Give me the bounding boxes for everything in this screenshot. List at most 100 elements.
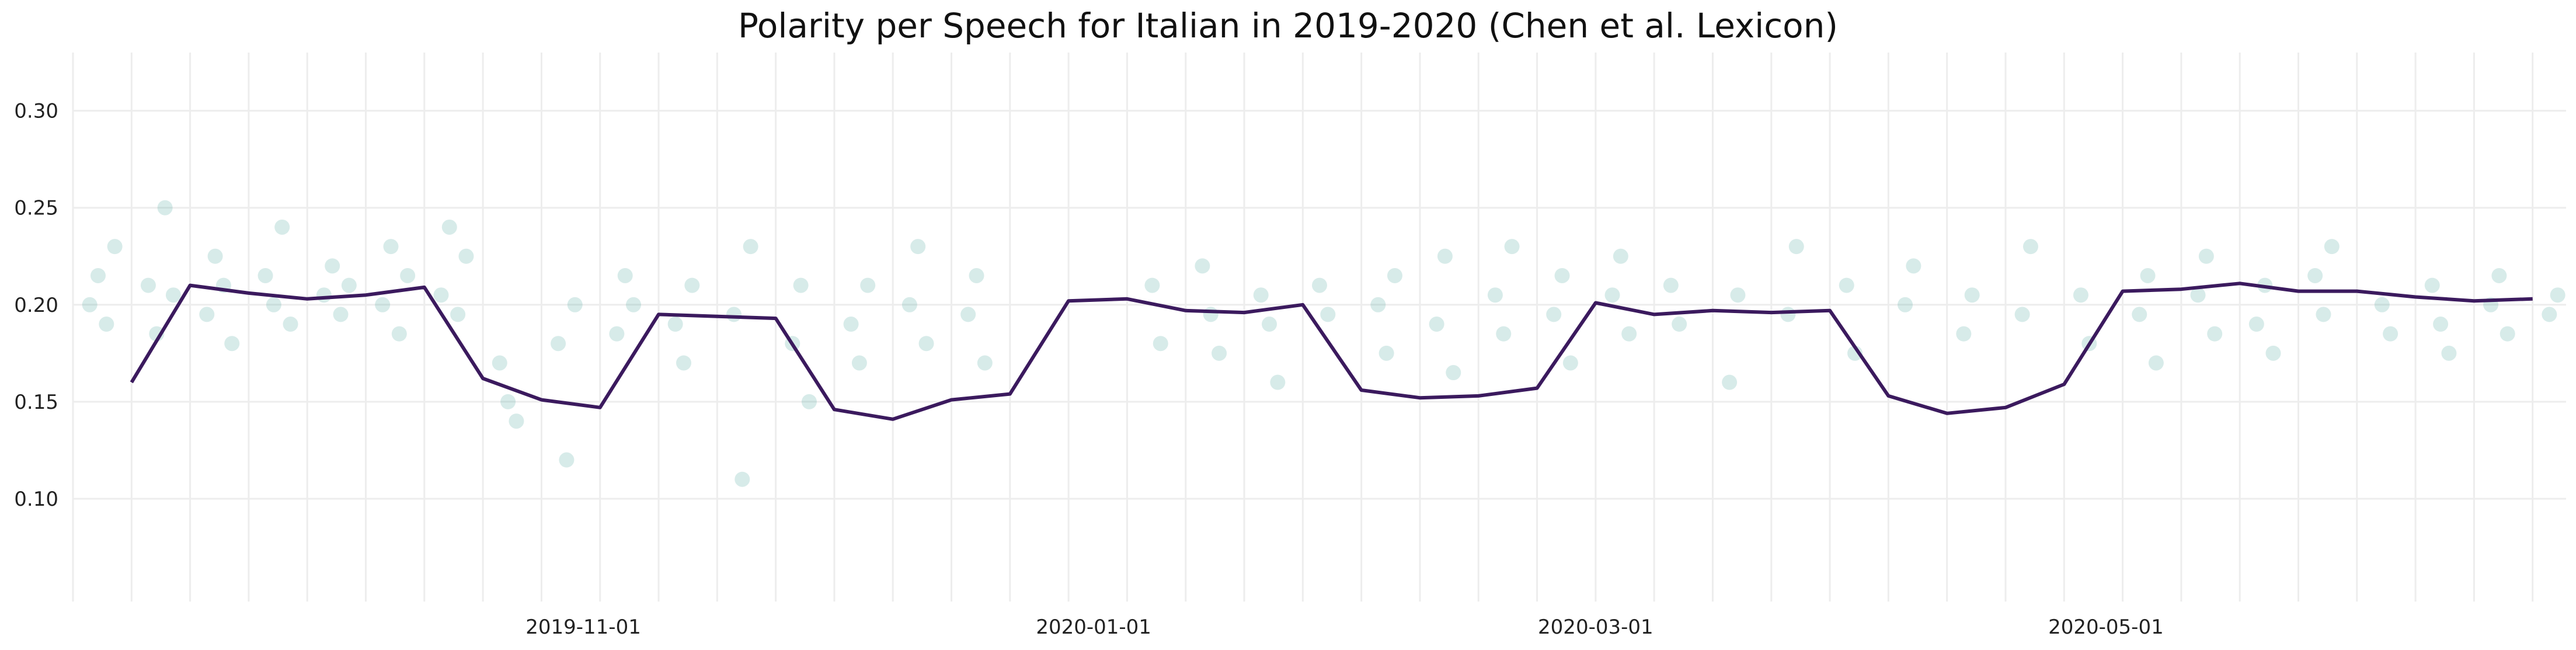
- speech-point: [2014, 307, 2030, 322]
- speech-point: [1780, 307, 1796, 322]
- axis-labels: 0.10 0.15 0.20 0.25 0.30 2019-11-01 2020-01-01…: [14, 100, 2163, 639]
- speech-point: [2265, 345, 2281, 361]
- speech-point: [2550, 287, 2565, 303]
- scatter-points: [82, 200, 2565, 487]
- speech-point: [1312, 277, 1327, 293]
- chart-title: Polarity per Speech for Italian in 2019-…: [737, 6, 1839, 46]
- speech-point: [960, 307, 976, 322]
- speech-point: [1203, 307, 1219, 322]
- speech-point: [2324, 239, 2340, 255]
- speech-point: [2140, 267, 2156, 283]
- speech-point: [1378, 345, 1394, 361]
- speech-point: [1604, 287, 1620, 303]
- speech-point: [1370, 297, 1386, 312]
- speech-point: [567, 297, 583, 312]
- speech-point: [99, 317, 114, 332]
- speech-point: [559, 452, 575, 468]
- speech-point: [1906, 258, 1921, 274]
- speech-point: [2374, 297, 2390, 312]
- speech-point: [901, 297, 917, 312]
- speech-point: [492, 355, 507, 371]
- speech-point: [667, 317, 683, 332]
- speech-point: [82, 297, 98, 312]
- speech-point: [684, 277, 700, 293]
- speech-point: [2307, 267, 2323, 283]
- speech-point: [500, 394, 516, 409]
- speech-point: [793, 277, 809, 293]
- speech-point: [2383, 326, 2399, 342]
- speech-point: [341, 277, 357, 293]
- speech-point: [441, 219, 457, 235]
- speech-point: [1212, 345, 1227, 361]
- speech-point: [274, 219, 290, 235]
- speech-point: [1621, 326, 1637, 342]
- speech-point: [1722, 374, 1738, 390]
- speech-point: [977, 355, 993, 371]
- grid: [72, 53, 2566, 602]
- speech-point: [1429, 317, 1444, 332]
- speech-point: [165, 287, 181, 303]
- speech-point: [609, 326, 625, 342]
- speech-point: [2433, 317, 2449, 332]
- speech-point: [2491, 267, 2507, 283]
- speech-point: [2148, 355, 2164, 371]
- speech-point: [1504, 239, 1520, 255]
- speech-point: [1387, 267, 1402, 283]
- speech-point: [1320, 307, 1336, 322]
- speech-point: [1788, 239, 1804, 255]
- speech-point: [140, 277, 156, 293]
- speech-point: [391, 326, 407, 342]
- speech-point: [1672, 317, 1687, 332]
- speech-point: [743, 239, 758, 255]
- speech-point: [2316, 307, 2331, 322]
- speech-point: [1446, 365, 1461, 381]
- speech-point: [2073, 287, 2088, 303]
- speech-point: [2424, 277, 2440, 293]
- speech-point: [1496, 326, 1512, 342]
- y-tick-label: 0.25: [14, 197, 58, 220]
- speech-point: [676, 355, 692, 371]
- speech-point: [257, 267, 273, 283]
- speech-point: [1964, 287, 1980, 303]
- speech-point: [433, 287, 449, 303]
- speech-point: [969, 267, 984, 283]
- speech-point: [2132, 307, 2147, 322]
- speech-point: [383, 239, 399, 255]
- speech-point: [458, 248, 474, 264]
- mean-line-layer: [130, 281, 2533, 421]
- speech-point: [626, 297, 642, 312]
- mean-polarity-line: [130, 281, 2533, 421]
- speech-point: [2207, 326, 2223, 342]
- speech-point: [2022, 239, 2038, 255]
- speech-point: [551, 336, 566, 352]
- speech-point: [726, 307, 742, 322]
- speech-point: [2248, 317, 2264, 332]
- speech-point: [509, 413, 524, 429]
- speech-point: [1839, 277, 1854, 293]
- speech-point: [734, 471, 750, 487]
- speech-point: [1253, 287, 1269, 303]
- speech-point: [1153, 336, 1168, 352]
- y-tick-label: 0.30: [14, 100, 58, 123]
- speech-point: [107, 239, 123, 255]
- speech-point: [450, 307, 466, 322]
- speech-point: [617, 267, 633, 283]
- speech-point: [1554, 267, 1570, 283]
- speech-point: [2441, 345, 2457, 361]
- speech-point: [918, 336, 934, 352]
- speech-point: [1270, 374, 1286, 390]
- speech-point: [1613, 248, 1628, 264]
- speech-point: [266, 297, 281, 312]
- speech-point: [843, 317, 859, 332]
- speech-point: [90, 267, 106, 283]
- speech-point: [283, 317, 298, 332]
- speech-point: [851, 355, 867, 371]
- speech-point: [325, 258, 340, 274]
- speech-point: [2542, 307, 2557, 322]
- x-tick-label: 2019-11-01: [525, 616, 641, 639]
- speech-point: [199, 307, 215, 322]
- speech-point: [1898, 297, 1913, 312]
- speech-point: [2198, 248, 2214, 264]
- speech-point: [1663, 277, 1679, 293]
- y-tick-label: 0.20: [14, 294, 58, 317]
